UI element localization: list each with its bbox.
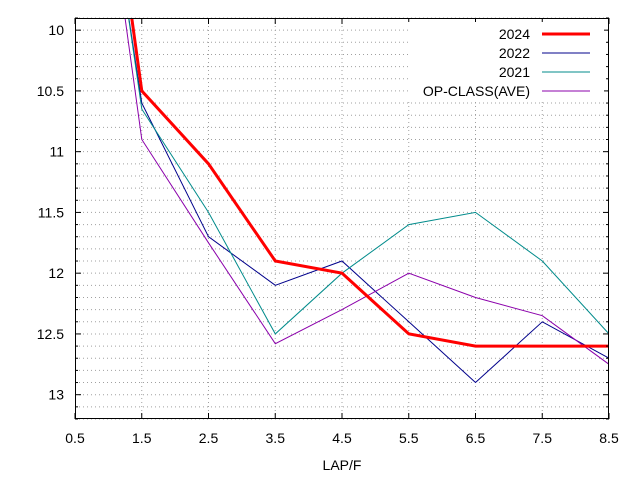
x-tick-label: 3.5 — [266, 430, 286, 446]
legend: 2024 2022 2021 OP-CLASS(AVE) — [408, 22, 604, 102]
y-tick-label: 12 — [48, 265, 64, 281]
x-tick-label: 1.5 — [132, 430, 152, 446]
legend-label: 2021 — [499, 64, 530, 80]
x-tick-label: 7.5 — [533, 430, 553, 446]
y-tick-label: 10.5 — [37, 83, 64, 99]
x-tick-label: 5.5 — [399, 430, 419, 446]
x-tick-label: 6.5 — [466, 430, 486, 446]
x-tick-label: 2.5 — [199, 430, 219, 446]
y-axis-ticks: 10 10.5 11 11.5 12 12.5 13 — [37, 17, 609, 420]
y-tick-label: 10 — [48, 22, 64, 38]
series-line-2024 — [130, 18, 609, 348]
grid — [75, 17, 609, 420]
x-tick-label: 0.5 — [65, 430, 85, 446]
legend-label: OP-CLASS(AVE) — [423, 83, 530, 99]
x-tick-label: 8.5 — [599, 430, 619, 446]
y-tick-label: 11.5 — [38, 204, 64, 220]
legend-label: 2024 — [499, 26, 530, 42]
x-axis-ticks: 0.5 1.5 2.5 3.5 4.5 5.5 6.5 7.5 8.5 — [65, 18, 619, 446]
x-axis-label: LAP/F — [323, 457, 362, 473]
series-line-2022 — [128, 18, 609, 384]
series-line-op-class-ave — [124, 18, 609, 365]
series-layer — [124, 18, 609, 384]
y-tick-label: 11 — [49, 144, 64, 160]
y-tick-label: 12.5 — [37, 326, 64, 342]
y-tick-label: 13 — [48, 387, 64, 403]
legend-label: 2022 — [499, 45, 530, 61]
x-tick-label: 4.5 — [332, 430, 352, 446]
